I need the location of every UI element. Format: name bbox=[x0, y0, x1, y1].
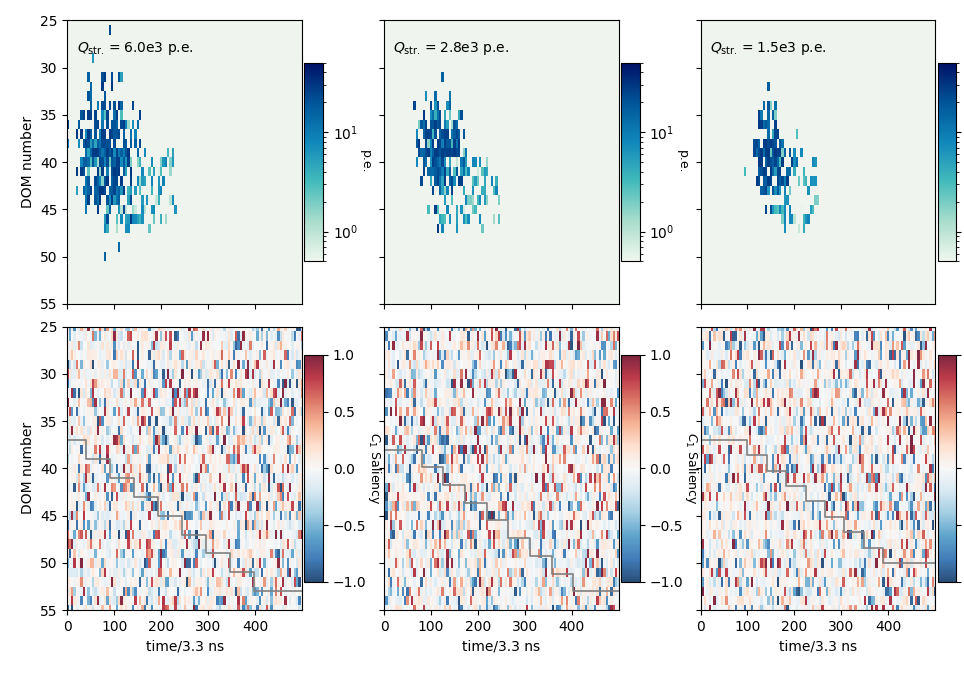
Y-axis label: DOM number: DOM number bbox=[20, 116, 35, 208]
Y-axis label: DOM number: DOM number bbox=[20, 422, 35, 515]
Text: $Q_{\mathrm{str.}} = 6.0\mathrm{e}3$ p.e.: $Q_{\mathrm{str.}} = 6.0\mathrm{e}3$ p.e… bbox=[77, 40, 194, 57]
X-axis label: time/3.3 ns: time/3.3 ns bbox=[779, 639, 857, 654]
Y-axis label: $C_1$ Saliency: $C_1$ Saliency bbox=[366, 432, 383, 504]
Text: $Q_{\mathrm{str.}} = 1.5\mathrm{e}3$ p.e.: $Q_{\mathrm{str.}} = 1.5\mathrm{e}3$ p.e… bbox=[710, 40, 827, 57]
X-axis label: time/3.3 ns: time/3.3 ns bbox=[462, 639, 541, 654]
Y-axis label: p.e.: p.e. bbox=[359, 151, 372, 174]
Y-axis label: $C_1$ Saliency: $C_1$ Saliency bbox=[683, 432, 700, 504]
Text: $Q_{\mathrm{str.}} = 2.8\mathrm{e}3$ p.e.: $Q_{\mathrm{str.}} = 2.8\mathrm{e}3$ p.e… bbox=[393, 40, 510, 57]
Y-axis label: p.e.: p.e. bbox=[676, 151, 688, 174]
X-axis label: time/3.3 ns: time/3.3 ns bbox=[146, 639, 224, 654]
